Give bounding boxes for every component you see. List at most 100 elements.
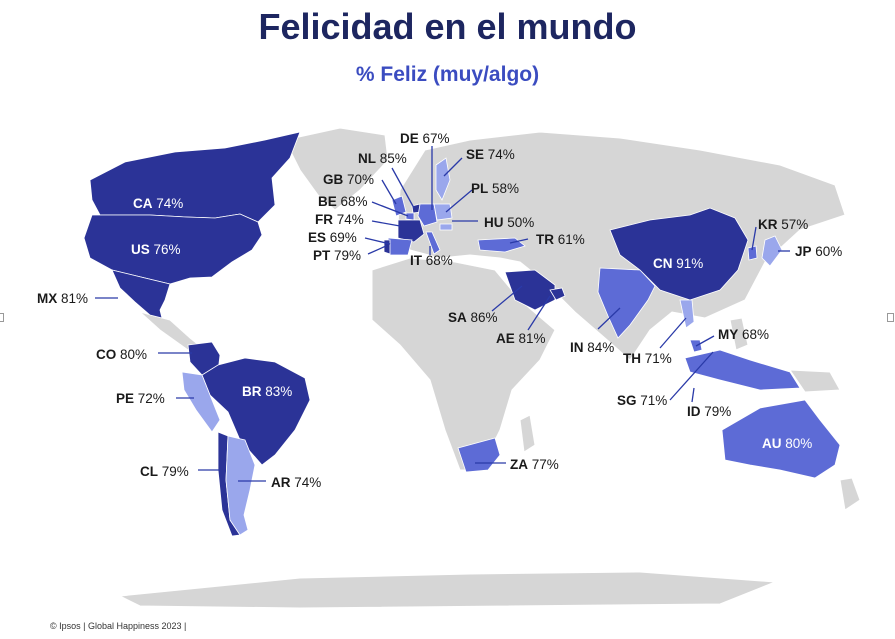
africa-shape	[371, 257, 556, 471]
country-code: PL	[471, 181, 488, 196]
country-label-ae: AE 81%	[496, 331, 546, 346]
country-value: 76%	[154, 242, 181, 257]
country-label-co: CO 80%	[96, 347, 147, 362]
country-labels: CA 74% US 76% MX 81% CO 80% BR 83% PE 72% CL 7…	[37, 131, 842, 490]
country-code: IT	[410, 253, 423, 268]
philippines-shape	[729, 317, 749, 351]
country-id	[684, 349, 801, 391]
country-code: AU	[762, 436, 782, 451]
country-code: CN	[653, 256, 673, 271]
country-value: 80%	[120, 347, 147, 362]
country-value: 79%	[162, 464, 189, 479]
country-code: CL	[140, 464, 158, 479]
country-label-ar: AR 74%	[271, 475, 321, 490]
country-code: BR	[242, 384, 262, 399]
country-label-tr: TR 61%	[536, 232, 585, 247]
country-label-hu: HU 50%	[484, 215, 534, 230]
country-label-sa: SA 86%	[448, 310, 498, 325]
country-ar	[225, 435, 256, 536]
right-resize-handle[interactable]	[887, 313, 894, 322]
country-th	[679, 299, 695, 329]
left-resize-handle[interactable]	[0, 313, 4, 322]
greenland-shape	[284, 127, 389, 211]
country-label-in: IN 84%	[570, 340, 614, 355]
country-code: AE	[496, 331, 515, 346]
country-label-pt: PT 79%	[313, 248, 361, 263]
country-label-pl: PL 58%	[471, 181, 519, 196]
country-label-de: DE 67%	[400, 131, 450, 146]
country-value: 50%	[507, 215, 534, 230]
country-label-cl: CL 79%	[140, 464, 189, 479]
country-tr	[477, 237, 526, 253]
country-code: IN	[570, 340, 584, 355]
leader-lines	[95, 146, 790, 482]
country-label-se: SE 74%	[466, 147, 515, 162]
country-value: 81%	[61, 291, 88, 306]
country-label-be: BE 68%	[318, 194, 368, 209]
country-label-au: AU 80%	[762, 436, 812, 451]
country-value: 86%	[471, 310, 498, 325]
country-code: SA	[448, 310, 467, 325]
country-hu	[439, 223, 453, 231]
country-cn	[609, 207, 749, 301]
country-code: KR	[758, 217, 778, 232]
country-au	[721, 399, 841, 479]
country-code: AR	[271, 475, 291, 490]
country-label-ca: CA 74%	[133, 196, 183, 211]
country-code: TR	[536, 232, 554, 247]
country-value: 77%	[532, 457, 559, 472]
country-label-us: US 76%	[131, 242, 181, 257]
country-code: ES	[308, 230, 326, 245]
country-value: 57%	[781, 217, 808, 232]
antarctica-shape	[118, 571, 776, 609]
country-label-it: IT 68%	[410, 253, 453, 268]
country-value: 84%	[587, 340, 614, 355]
country-code: MX	[37, 291, 57, 306]
country-code: BE	[318, 194, 337, 209]
country-value: 71%	[640, 393, 667, 408]
country-value: 58%	[492, 181, 519, 196]
country-code: GB	[323, 172, 344, 187]
country-code: CO	[96, 347, 116, 362]
country-value: 67%	[423, 131, 450, 146]
country-label-mx: MX 81%	[37, 291, 88, 306]
png-shape	[789, 369, 841, 393]
country-fr	[397, 219, 425, 243]
country-label-my: MY 68%	[718, 327, 769, 342]
country-value: 60%	[815, 244, 842, 259]
country-value: 79%	[704, 404, 731, 419]
country-code: PE	[116, 391, 134, 406]
country-code: TH	[623, 351, 641, 366]
country-label-nl: NL 85%	[358, 151, 407, 166]
country-label-cn: CN 91%	[653, 256, 703, 271]
country-code: ID	[687, 404, 701, 419]
country-value: 74%	[294, 475, 321, 490]
country-value: 68%	[426, 253, 453, 268]
country-value: 68%	[341, 194, 368, 209]
country-es	[387, 237, 413, 256]
page-subtitle: % Feliz (muy/algo)	[355, 63, 540, 86]
country-label-fr: FR 74%	[315, 212, 364, 227]
country-code: US	[131, 242, 150, 257]
country-be	[405, 212, 415, 221]
nz-shape	[839, 477, 861, 511]
country-label-jp: JP 60%	[795, 244, 842, 259]
country-code: CA	[133, 196, 153, 211]
country-code: NL	[358, 151, 376, 166]
country-value: 72%	[138, 391, 165, 406]
country-value: 70%	[347, 172, 374, 187]
country-value: 91%	[676, 256, 703, 271]
country-code: HU	[484, 215, 504, 230]
country-value: 74%	[337, 212, 364, 227]
country-value: 81%	[519, 331, 546, 346]
country-code: SE	[466, 147, 484, 162]
country-ca	[89, 131, 301, 223]
country-value: 71%	[645, 351, 672, 366]
country-se	[435, 157, 451, 201]
country-code: DE	[400, 131, 419, 146]
country-code: FR	[315, 212, 333, 227]
country-value: 83%	[265, 384, 292, 399]
country-value: 68%	[742, 327, 769, 342]
country-code: ZA	[510, 457, 528, 472]
